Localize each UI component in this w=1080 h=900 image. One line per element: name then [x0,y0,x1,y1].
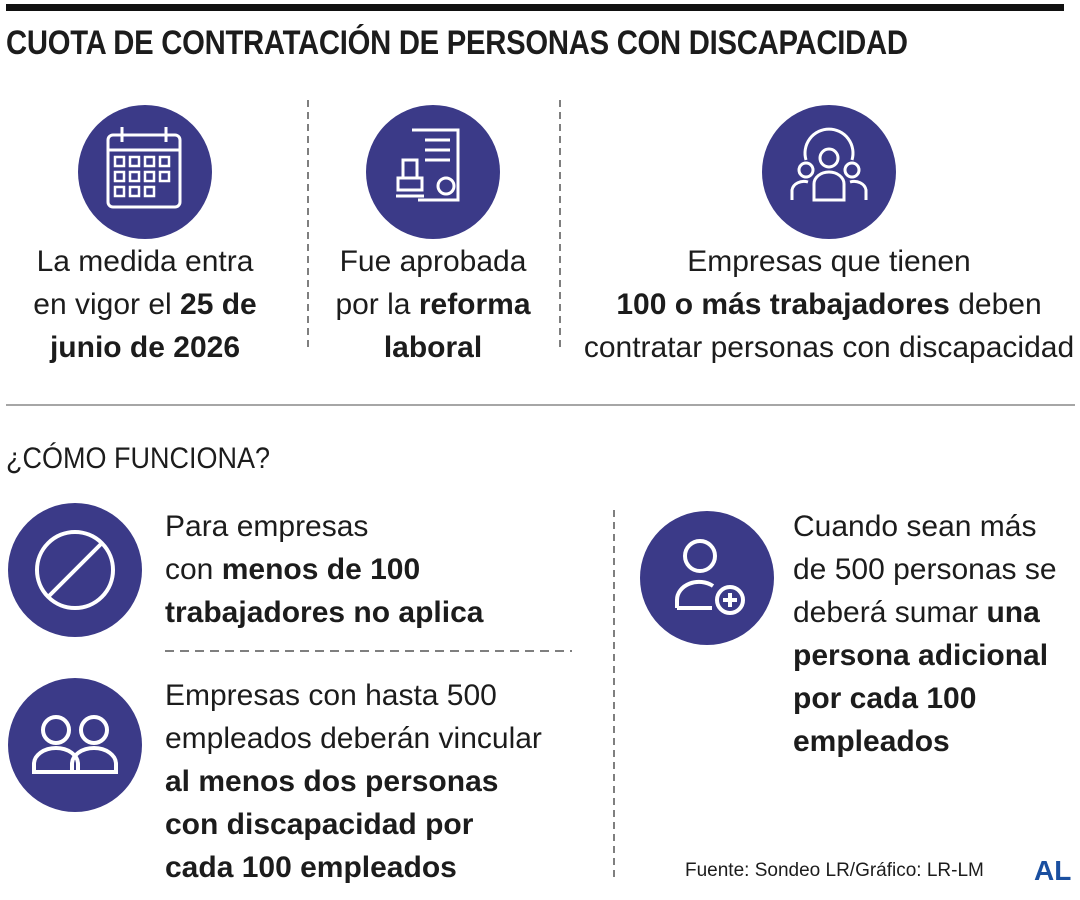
bold-text: persona adicional [793,639,1049,672]
stamp-icon [366,105,500,239]
top-bar [6,4,1064,11]
text: Empresas que tienen [687,245,971,278]
bold-text: cada 100 empleados [165,851,457,884]
text-line: junio de 2026 [0,326,445,369]
text: deben [949,288,1042,321]
text-line: con discapacidad por [165,803,473,846]
team-gear-icon [762,105,896,239]
text-line: por cada 100 [793,677,976,720]
bold-text: con discapacidad por [165,808,474,841]
text-line: Empresas con hasta 500 [165,674,497,717]
text-line: laboral [133,326,733,369]
text-line: empleados deberán vincular [165,717,542,760]
text-line: en vigor el 25 de [0,283,445,326]
text: por la [335,288,419,321]
person-add-icon [640,511,774,645]
bold-text: por cada 100 [793,682,977,715]
bold-text: menos de 100 [221,553,421,586]
text: en vigor el [33,288,181,321]
text: Cuando sean más [793,510,1037,543]
source: Fuente: Sondeo LR/Gráfico: LR-LM [685,860,984,881]
text-line: de 500 personas se [793,548,1057,591]
text: de 500 personas se [793,553,1057,586]
text-line: por la reforma [133,283,733,326]
text-line: al menos dos personas [165,760,498,803]
people-icon [8,678,142,812]
text: Empresas con hasta 500 [165,679,497,712]
calendar-icon [78,105,212,239]
text: deberá sumar [793,596,987,629]
text-line: trabajadores no aplica [165,591,483,634]
text: con [165,553,222,586]
logo: AL [1034,855,1072,886]
text-line: 100 o más trabajadores deben [529,283,1080,326]
text: Fue aprobada [339,245,527,278]
text: La medida entra [36,245,254,278]
text: empleados deberán vincular [165,722,542,755]
text-line: contratar personas con discapacidad [529,326,1080,369]
text-line: deberá sumar una [793,591,1040,634]
text-line: persona adicional [793,634,1048,677]
bold-text: laboral [383,331,483,364]
bold-text: al menos dos personas [165,765,499,798]
bold-text: trabajadores no aplica [165,596,484,629]
bold-text: 25 de [180,288,257,321]
text-line: Empresas que tienen [529,240,1080,283]
text: contratar personas con discapacidad [583,331,1075,364]
text: Para empresas [165,510,369,543]
text-line: La medida entra [0,240,445,283]
no-sign-icon [8,503,142,637]
text-line: con menos de 100 [165,548,420,591]
bold-text: junio de 2026 [49,331,241,364]
title: CUOTA DE CONTRATACIÓN DE PERSONAS CON DI… [6,24,908,62]
bold-text: empleados [793,725,950,758]
bold-text: 100 o más trabajadores [616,288,950,321]
text-line: Para empresas [165,505,368,548]
text-line: empleados [793,720,950,763]
section-title: ¿CÓMO FUNCIONA? [6,442,271,475]
text-line: Fue aprobada [133,240,733,283]
text-line: Cuando sean más [793,505,1037,548]
text-line: cada 100 empleados [165,846,457,889]
bold-text: reforma [418,288,531,321]
bold-text: una [986,596,1040,629]
